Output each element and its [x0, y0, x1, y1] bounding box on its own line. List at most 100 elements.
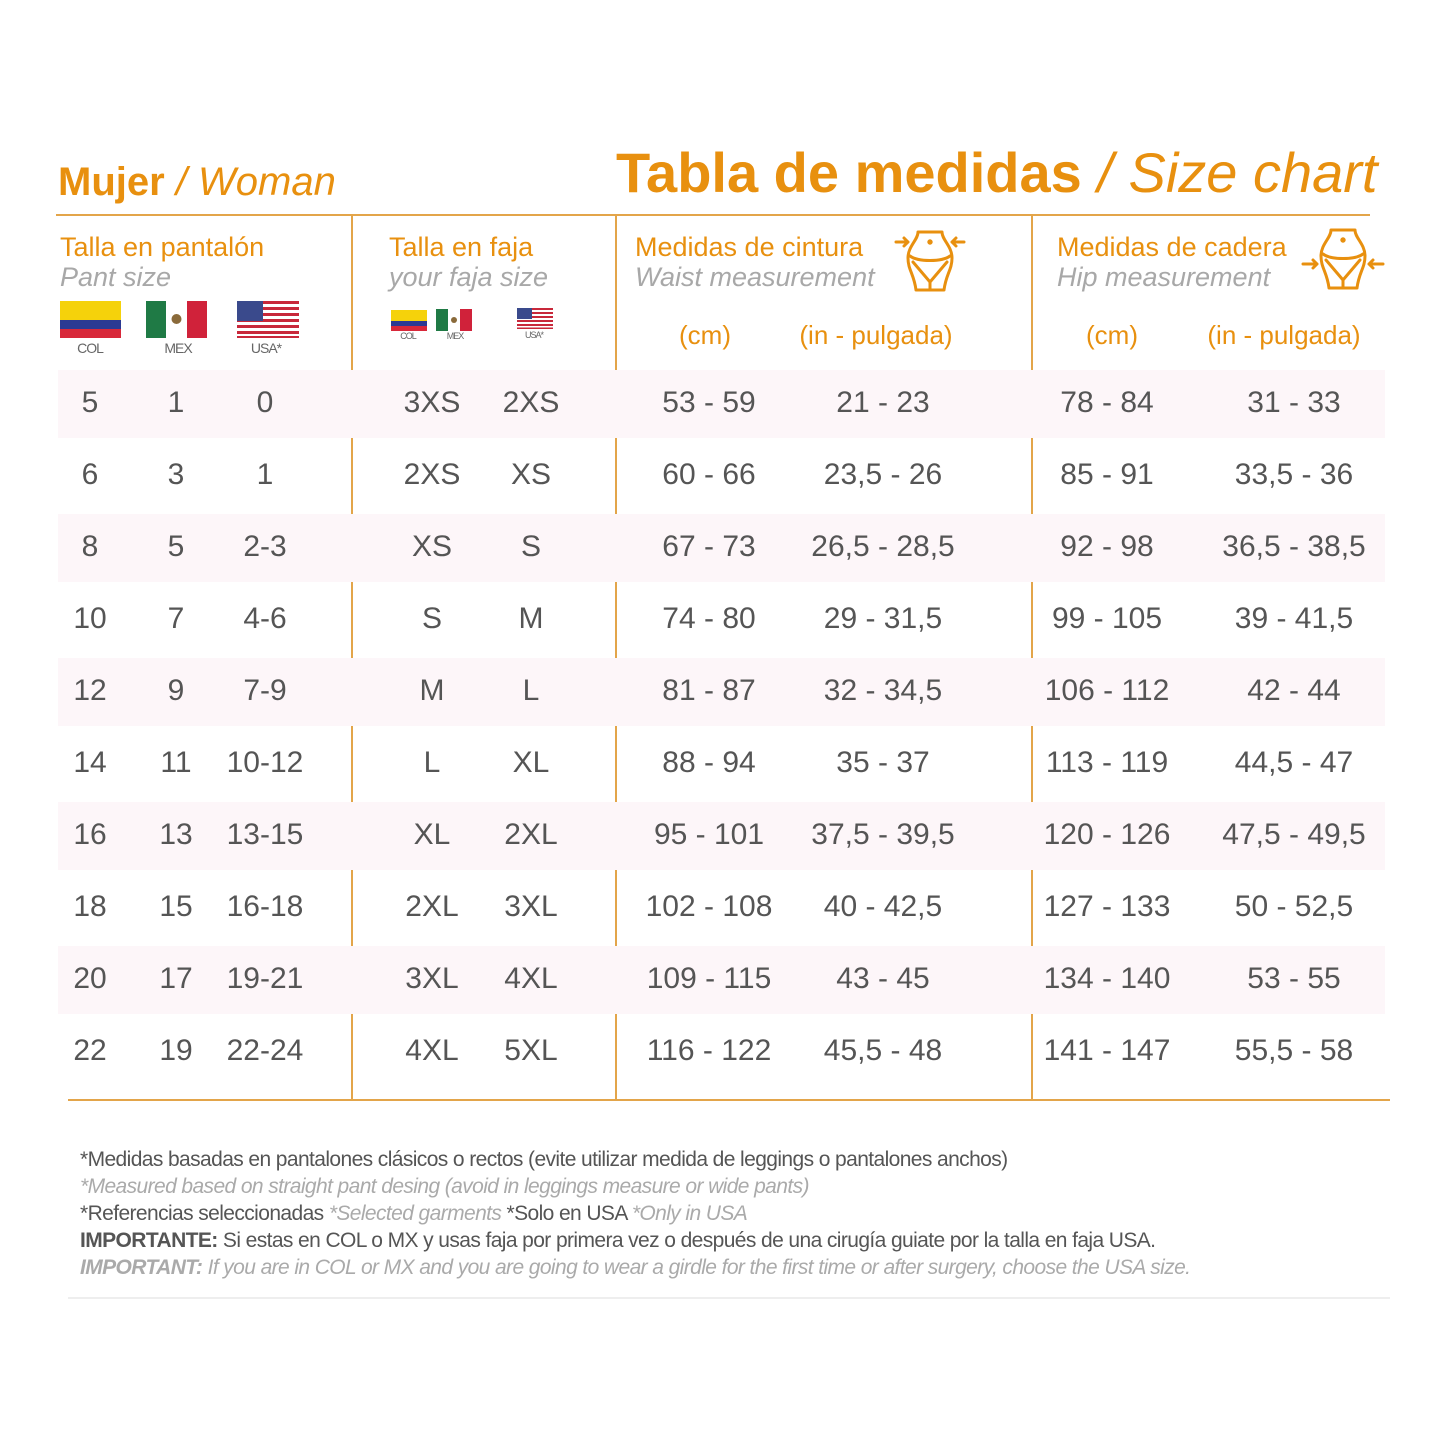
header-divider	[56, 214, 1370, 216]
mexico-flag-icon	[436, 309, 472, 331]
note-text: *Solo en USA	[506, 1202, 628, 1225]
cell-faja-usa: 2XL	[504, 818, 558, 851]
cell-hip-in: 53 - 55	[1247, 962, 1341, 995]
important-label: IMPORTANT:	[80, 1256, 203, 1279]
note-line: *Measured based on straight pant desing …	[80, 1175, 809, 1198]
title-italic: / Woman	[175, 160, 336, 204]
note-text: *Referencias seleccionadas	[80, 1202, 324, 1225]
cell-pant-mex: 15	[159, 890, 193, 923]
important-label: IMPORTANTE:	[80, 1229, 218, 1252]
cell-faja-col: L	[423, 746, 441, 779]
note-text: Si estas en COL o MX y usas faja por pri…	[222, 1229, 1156, 1252]
footnotes: *Medidas basadas en pantalones clásicos …	[80, 1146, 1191, 1281]
cell-faja-col: S	[421, 602, 442, 635]
cell-pant-usa: 0	[256, 386, 274, 419]
chart-title-bold: Tabla de medidas	[616, 141, 1082, 204]
faja-size-title: Talla en faja	[389, 232, 534, 262]
cell-waist-cm: 74 - 80	[662, 602, 756, 635]
cell-waist-cm: 95 - 101	[653, 818, 765, 851]
cell-hip-in: 50 - 52,5	[1234, 890, 1354, 923]
cell-faja-usa: 3XL	[504, 890, 558, 923]
note-text: *Selected garments	[328, 1202, 502, 1225]
chart-title-italic: / Size chart	[1097, 141, 1378, 204]
cell-hip-in: 44,5 - 47	[1234, 746, 1354, 779]
cell-pant-mex: 9	[167, 674, 185, 707]
cell-faja-col: M	[419, 674, 445, 707]
table-row-stripe	[58, 514, 1385, 582]
cell-hip-cm: 99 - 105	[1051, 602, 1163, 635]
cell-pant-usa: 7-9	[243, 674, 287, 707]
waist-unit-cm: (cm)	[679, 320, 731, 350]
flag-label-col: COL	[77, 340, 104, 356]
usa-flag-icon	[237, 301, 299, 338]
cell-waist-in: 32 - 34,5	[823, 674, 943, 707]
cell-hip-cm: 134 - 140	[1043, 962, 1171, 995]
cell-faja-col: 3XL	[405, 962, 459, 995]
cell-pant-col: 22	[73, 1034, 107, 1067]
cell-waist-in: 21 - 23	[836, 386, 930, 419]
hip-title: Medidas de cadera	[1057, 232, 1287, 262]
table-row-stripe	[58, 802, 1385, 870]
cell-faja-col: 2XS	[403, 458, 461, 491]
flag-label-col: COL	[400, 331, 417, 341]
cell-faja-usa: 5XL	[504, 1034, 558, 1067]
note-line: *Medidas basadas en pantalones clásicos …	[80, 1148, 1008, 1171]
flag-label-mex: MEX	[164, 340, 192, 356]
cell-waist-in: 29 - 31,5	[823, 602, 943, 635]
cell-waist-cm: 53 - 59	[662, 386, 756, 419]
cell-waist-cm: 102 - 108	[645, 890, 773, 923]
section-title: Mujer / Woman	[58, 160, 336, 205]
flag-label-mex: MEX	[446, 331, 465, 341]
waist-body-icon	[894, 230, 966, 292]
cell-hip-in: 55,5 - 58	[1234, 1034, 1354, 1067]
cell-pant-mex: 11	[160, 746, 192, 779]
mexico-flag-icon	[146, 301, 207, 338]
notes-divider	[68, 1297, 1390, 1299]
cell-pant-mex: 7	[167, 602, 185, 635]
cell-hip-in: 31 - 33	[1247, 386, 1341, 419]
cell-waist-cm: 60 - 66	[662, 458, 756, 491]
colombia-flag-icon	[391, 310, 427, 331]
hip-unit-in: (in - pulgada)	[1207, 320, 1361, 350]
note-text: If you are in COL or MX and you are goin…	[207, 1256, 1191, 1279]
pant-size-title: Talla en pantalón	[60, 232, 265, 262]
cell-hip-in: 36,5 - 38,5	[1222, 530, 1366, 563]
chart-title: Tabla de medidas / Size chart	[616, 140, 1377, 205]
title-bold: Mujer	[58, 160, 165, 204]
cell-pant-col: 20	[73, 962, 107, 995]
flag-label-usa: USA*	[524, 330, 544, 340]
cell-hip-cm: 141 - 147	[1043, 1034, 1171, 1067]
cell-pant-mex: 13	[159, 818, 193, 851]
cell-waist-cm: 67 - 73	[662, 530, 756, 563]
cell-pant-col: 10	[73, 602, 107, 635]
cell-faja-usa: XL	[512, 746, 550, 779]
cell-pant-usa: 13-15	[226, 818, 304, 851]
usa-flag-icon	[517, 308, 553, 329]
cell-waist-cm: 88 - 94	[662, 746, 756, 779]
column-divider	[1031, 215, 1033, 1100]
cell-hip-cm: 78 - 84	[1060, 386, 1154, 419]
colombia-flag-icon	[60, 301, 121, 338]
cell-pant-usa: 2-3	[243, 530, 287, 563]
cell-waist-in: 37,5 - 39,5	[811, 818, 955, 851]
cell-pant-col: 14	[73, 746, 107, 779]
cell-hip-cm: 92 - 98	[1060, 530, 1154, 563]
cell-hip-in: 47,5 - 49,5	[1222, 818, 1366, 851]
faja-size-subtitle: your faja size	[389, 262, 549, 292]
cell-waist-cm: 81 - 87	[662, 674, 756, 707]
column-divider	[351, 215, 353, 1100]
cell-faja-col: 3XS	[403, 386, 461, 419]
cell-hip-in: 39 - 41,5	[1234, 602, 1354, 635]
flag-label-usa: USA*	[250, 340, 282, 356]
cell-pant-usa: 10-12	[226, 746, 304, 779]
cell-hip-cm: 120 - 126	[1043, 818, 1171, 851]
cell-faja-usa: XS	[510, 458, 552, 491]
cell-pant-usa: 19-21	[226, 962, 304, 995]
waist-subtitle: Waist measurement	[635, 262, 875, 292]
cell-faja-usa: 2XS	[502, 386, 560, 419]
waist-title: Medidas de cintura	[635, 232, 864, 262]
column-divider	[615, 215, 617, 1100]
cell-pant-col: 18	[73, 890, 107, 923]
cell-pant-mex: 5	[167, 530, 185, 563]
cell-pant-col: 8	[81, 530, 99, 563]
